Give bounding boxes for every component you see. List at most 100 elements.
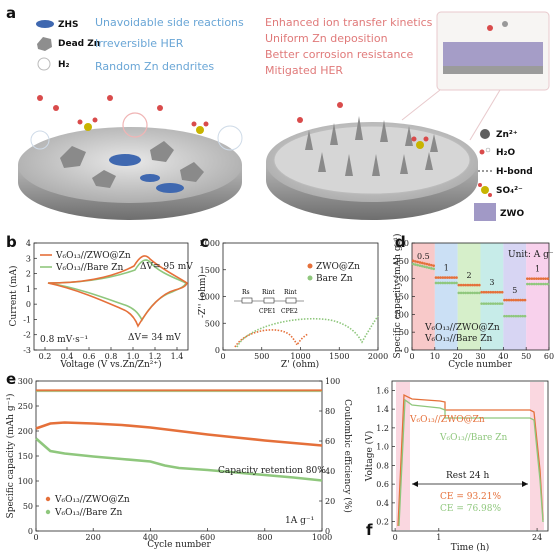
rate-point [452,276,456,279]
plot-f-legend-zwo: V₆O₁₃//ZWO@Zn [409,415,485,425]
rate-point [489,290,493,294]
rate-point [466,283,470,287]
rate-point [514,314,518,318]
rate-point [439,281,442,285]
plot-d-ticks: 0 10 20 30 40 50 60 0 50 100 150 200 250 300 [394,239,554,361]
panel-b-label: b [6,233,17,251]
y-tick-label: 150 [18,452,33,461]
rate-point [436,276,440,279]
x-tick-label: 1000 [312,533,332,542]
panel-d: d 0 10 20 30 40 50 60 0 50 100 150 200 250 300 0.5 1 2 3… [392,233,554,370]
rate-point [418,264,422,267]
rate-point [448,276,451,279]
plot-e-ylabel: Specific capacity (mAh g⁻¹) [5,394,16,519]
plot-f-rest: Rest 24 h [446,471,490,481]
capacity-series [35,421,323,447]
rate-point [482,290,486,294]
y-tick-label: 1000 [200,293,220,302]
y-tick-label: 2 [26,270,31,279]
plot-f-ticks: 0 1 24 0.2 0.4 0.6 0.8 1.0 1.2 1.4 1.6 [376,386,542,542]
plot-c-legend-bare: Bare Zn [316,274,353,284]
plot-b-xlabel: Voltage (V vs.Zn/Zn²⁺) [59,359,161,370]
rate-point [484,290,488,294]
x-tick-label: 200 [86,533,101,542]
rate-point [546,277,550,280]
issue-her: Irreversible HER [95,37,184,50]
rate-point [521,298,525,302]
y-tick-label: 100 [394,310,409,319]
rate-point [434,281,438,285]
rate-point [535,277,538,280]
y-tick-label: 0 [26,300,31,309]
rate-band [526,243,549,350]
rate-point [439,276,442,279]
plot-e-legend-bare: V₆O₁₃//Bare Zn [54,508,122,518]
plot-f-xlabel: Time (h) [451,542,489,553]
rate-point [505,298,509,302]
rate-point [427,263,431,266]
rate-point [457,291,461,295]
legend-h2-text: H₂ [58,60,70,70]
plot-b-scanrate: 0.8 mV·s⁻¹ [40,335,88,345]
rate-point [514,298,518,302]
svg-text:Rs: Rs [242,289,250,296]
rate-point [510,298,513,302]
rate-point [414,263,417,266]
rate-label: 5 [512,286,517,295]
sulfate-icon [481,186,489,194]
x-tick-label: 1.2 [149,352,162,361]
x-tick-label: 0 [220,352,225,361]
plot-e-y2label: Coulombic efficiency (%) [342,399,353,513]
plot-c-ylabel: -Z'' (ohm) [197,274,208,318]
rate-label: 1 [535,265,540,274]
rate-point [450,281,454,285]
y-tick-label: 0.2 [376,518,389,527]
rate-point [530,282,534,286]
rate-point [544,277,547,280]
y-tick-label: 1500 [200,266,220,275]
rate-point [446,276,449,279]
rate-band [434,243,458,350]
rate-point [523,314,527,318]
x-tick-label: 1.0 [127,352,140,361]
plot-e-rate: 1A g⁻¹ [285,516,314,526]
y-tick-label: -1 [23,315,31,324]
y-tick-label: -2 [23,331,31,340]
x-tick-label: 2000 [368,352,388,361]
rate-bands [412,243,549,350]
plot-d-legend-zwo: V₆O₁₃//ZWO@Zn [424,323,500,333]
legend-zhs-text: ZHS [58,20,79,30]
y-tick-label: 0 [215,346,220,355]
plot-c-legend-zwo: ZWO@Zn [316,262,360,272]
rate-point [489,302,493,305]
svg-text:ZWO: ZWO [500,209,524,219]
plot-f-ylabel: Voltage (V) [364,431,375,482]
x-tick-label: 0.4 [61,352,74,361]
x-tick-label: 24 [532,533,542,542]
rate-point [539,282,543,286]
zwo-icon [474,203,496,221]
rate-point [443,281,447,285]
y-tick-label: 2000 [200,239,220,248]
y-tick-label: -3 [23,346,31,355]
y-tick-label: 200 [394,275,409,284]
bare-zn-disk [18,95,243,220]
y2-tick-label: 0 [325,527,330,536]
plot-c-xlabel: Z' (ohm) [281,359,319,370]
x-tick-label: 30 [475,352,485,361]
x-tick-label: 10 [430,352,440,361]
rate-point [541,282,545,286]
y-tick-label: 0 [404,346,409,355]
rate-point [464,283,467,287]
panel-c-label: c [200,233,209,251]
rate-point [423,265,426,269]
rate-point [432,264,435,267]
zwo-inset [436,11,550,91]
rate-point [480,290,483,294]
panel-f: f 0 1 24 0.2 0.4 0.6 0.8 1.0 1.2 1.4 1.6 V₆O₁₃//ZW… [364,380,549,553]
rate-point [519,298,522,302]
y-tick-label: 1.0 [376,443,389,452]
rate-point [519,314,522,318]
rate-point [414,260,417,263]
